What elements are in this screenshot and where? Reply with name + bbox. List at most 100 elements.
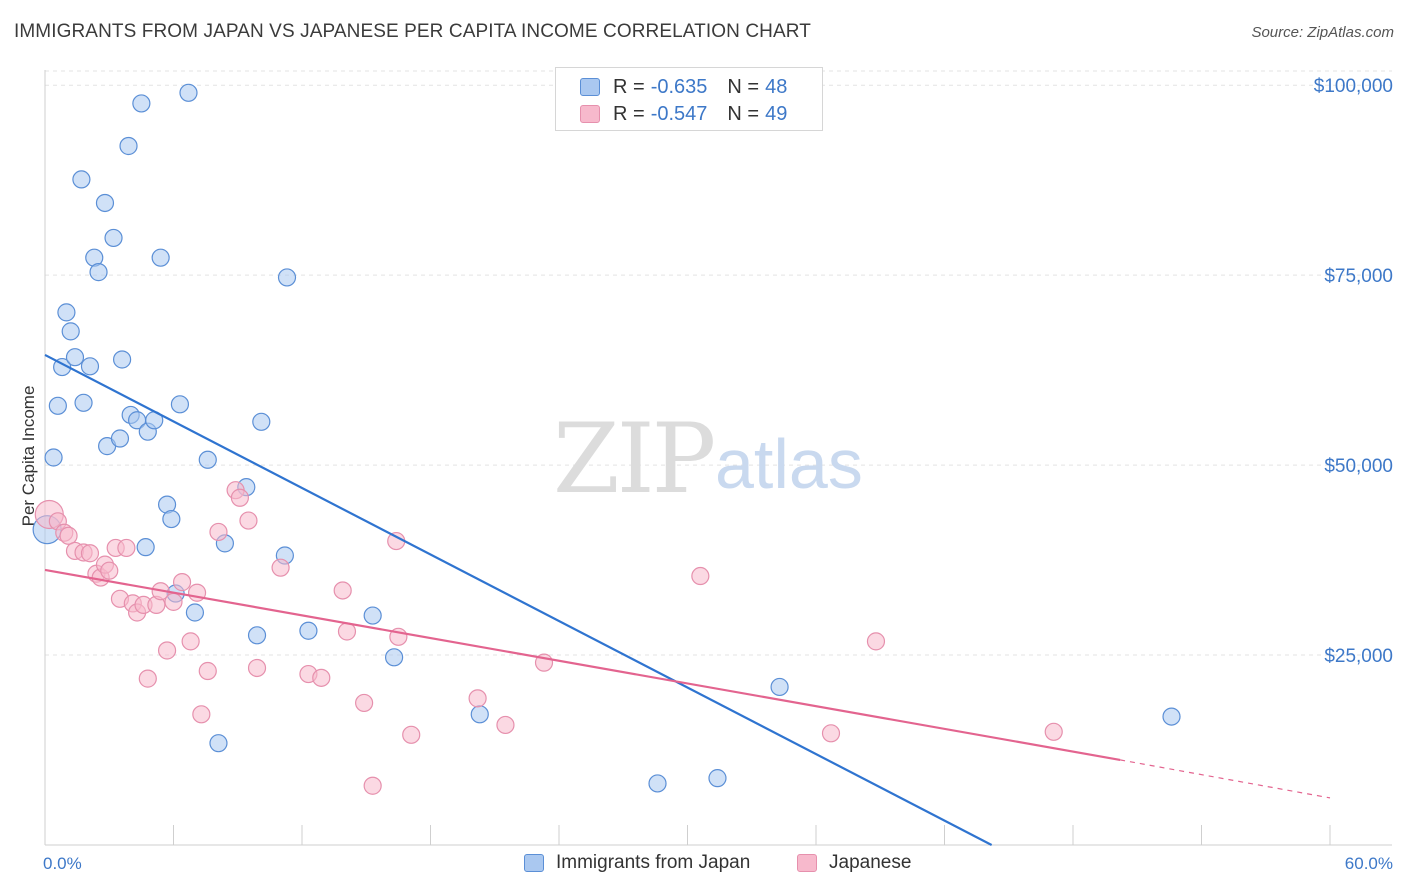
pink-point-45 [691, 566, 710, 586]
blue-point-1 [44, 448, 63, 467]
legend-n-label: N = [727, 102, 760, 125]
bottom-legend-swatch-blue [524, 854, 544, 872]
blue-point-35 [247, 626, 267, 645]
pink-point-27 [209, 522, 228, 542]
blue-point-16 [112, 350, 132, 369]
chart-title: IMMIGRANTS FROM JAPAN VS JAPANESE PER CA… [14, 21, 811, 42]
blue-point-32 [209, 734, 228, 753]
blue-point-21 [136, 538, 155, 557]
watermark-zip: ZIP [553, 403, 714, 515]
blue-point-11 [89, 263, 108, 282]
y-tick-label-3: $100,000 [1314, 76, 1393, 97]
trend-line-pink [44, 568, 1121, 761]
blue-point-42 [470, 705, 489, 724]
trend-lines [44, 353, 1331, 846]
blue-point-41 [384, 648, 404, 667]
x-tick-label-min: 0.0% [43, 854, 82, 873]
blue-point-14 [104, 228, 123, 248]
pink-point-22 [172, 573, 192, 592]
legend-r-value-pink: -0.547 [650, 102, 708, 125]
blue-point-45 [770, 677, 789, 697]
trend-line-pink-extension [1120, 759, 1331, 799]
blue-point-39 [299, 621, 318, 640]
pink-point-25 [192, 705, 211, 724]
legend-row-pink: R = -0.547 N = 49 [580, 102, 787, 126]
blue-point-2 [48, 396, 67, 415]
bottom-legend-label-pink: Japanese [829, 852, 912, 873]
grid-lines [45, 70, 1392, 656]
pink-point-20 [157, 641, 177, 660]
legend-r-label: R = [613, 75, 645, 98]
pink-point-29 [230, 488, 249, 507]
blue-point-29 [179, 83, 198, 102]
source-credit: Source: ZipAtlas.com [1251, 24, 1394, 41]
correlation-legend: R = -0.635 N = 48 R = -0.547 N = 49 [555, 67, 823, 131]
legend-swatch-blue [580, 78, 600, 96]
y-tick-label-2: $75,000 [1324, 266, 1393, 287]
pink-point-32 [271, 558, 290, 577]
pink-point-3 [59, 526, 78, 545]
blue-point-43 [648, 774, 667, 793]
blue-point-9 [80, 357, 100, 376]
blue-point-36 [252, 412, 271, 431]
blue-point-12 [95, 193, 115, 213]
blue-point-17 [119, 136, 138, 156]
series-japanese [34, 481, 1063, 795]
pink-point-46 [821, 724, 841, 743]
blue-point-7 [72, 170, 91, 189]
y-axis-label: Per Capita Income [19, 386, 38, 527]
pink-point-47 [866, 632, 886, 651]
watermark-atlas: atlas [715, 425, 863, 503]
pink-point-13 [117, 538, 136, 558]
y-tick-labels: $25,000 $50,000 $75,000 $100,000 [1314, 76, 1393, 667]
pink-point-31 [247, 658, 267, 678]
bottom-legend-swatch-pink [797, 854, 817, 872]
x-tick-label-max: 60.0% [1345, 854, 1393, 873]
pink-point-42 [468, 689, 487, 708]
blue-point-40 [363, 606, 382, 625]
pink-point-48 [1044, 722, 1063, 741]
legend-n-value-pink: 49 [765, 102, 788, 125]
blue-point-15 [110, 429, 130, 448]
y-tick-label-1: $50,000 [1324, 456, 1393, 477]
pink-point-10 [100, 561, 119, 580]
blue-point-31 [198, 450, 217, 469]
blue-point-24 [151, 248, 170, 267]
blue-point-30 [185, 603, 205, 622]
watermark: ZIP atlas [553, 403, 863, 515]
blue-point-37 [277, 268, 297, 287]
blue-point-20 [132, 94, 151, 113]
legend-r-label: R = [613, 102, 645, 125]
pink-point-41 [402, 725, 421, 744]
trend-line-blue [44, 353, 993, 846]
pink-point-34 [312, 668, 331, 687]
blue-point-28 [170, 395, 190, 414]
pink-point-35 [333, 581, 352, 600]
blue-point-44 [708, 769, 727, 788]
bottom-legend-pink: Japanese [797, 852, 911, 874]
pink-point-6 [80, 544, 100, 563]
blue-point-26 [162, 509, 181, 529]
pink-point-36 [337, 622, 357, 641]
legend-row-blue: R = -0.635 N = 48 [580, 75, 787, 99]
pink-point-23 [181, 632, 200, 651]
legend-r-value-blue: -0.635 [650, 75, 708, 98]
pink-point-26 [198, 661, 217, 681]
pink-point-21 [164, 592, 183, 611]
pink-point-17 [138, 669, 157, 688]
pink-point-43 [496, 715, 515, 735]
blue-point-6 [65, 348, 85, 367]
pink-point-30 [239, 511, 258, 530]
blue-point-8 [74, 393, 93, 412]
legend-n-value-blue: 48 [765, 75, 788, 98]
bottom-legend-blue: Immigrants from Japan [524, 852, 750, 874]
legend-swatch-pink [580, 105, 600, 123]
y-tick-label-0: $25,000 [1324, 646, 1393, 667]
pink-point-37 [355, 693, 374, 713]
blue-point-4 [57, 303, 76, 322]
pink-point-38 [363, 776, 382, 795]
blue-point-5 [61, 322, 80, 341]
legend-n-label: N = [727, 75, 760, 98]
blue-point-46 [1162, 707, 1181, 726]
